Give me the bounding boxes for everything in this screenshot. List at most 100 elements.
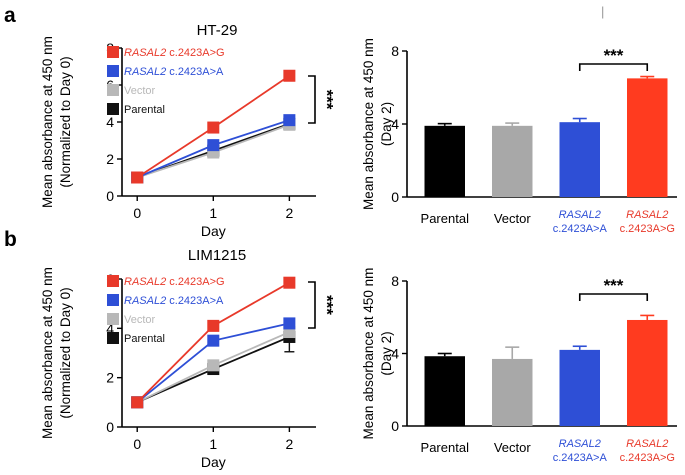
y-tick-label: 8 [391,273,399,289]
y-axis-label: Mean absorbance at 450 nm [361,268,376,440]
legend-variant: c.2423A>G [166,276,224,288]
x-tick-label: 1 [209,205,217,221]
legend-variant: c.2423A>G [166,47,224,59]
legend-entry: Parental [124,104,165,116]
y-tick-label: 2 [106,151,114,167]
bar [492,358,533,426]
x-axis-label: Day [201,223,226,239]
category-label-line2: c.2423A>G [620,452,675,464]
bar [627,78,668,197]
legend-swatch [107,294,119,306]
bar [424,125,465,197]
chart-lim1215-day2-bars: 0 4 8 Mean absorbance at 450 nm (Day 2) Paren… [361,268,677,464]
legend-variant: c.2423A>A [166,295,224,307]
y-axis-label-line2: (Day 2) [379,102,394,146]
data-point [207,319,220,332]
legend-swatch [107,313,119,325]
y-axis-label-line2: (Day 2) [379,331,394,375]
y-axis-label-line2: (Normalized to Day 0) [58,287,73,418]
top-right-mark: | [601,4,604,19]
y-axis-label-line2: (Normalized to Day 0) [58,56,73,187]
data-point [131,396,144,409]
legend-entry: RASAL2 c.2423A>G [124,276,225,288]
y-tick-label: 0 [106,419,114,435]
y-axis-label: Mean absorbance at 450 nm [40,267,55,439]
legend-entry: RASAL2 c.2423A>G [124,47,225,59]
data-point [283,317,296,330]
legend-swatch [107,46,119,58]
x-tick-label: 2 [285,205,293,221]
category-label: Vector [494,211,532,226]
category-label-line2: c.2423A>G [620,223,675,235]
chart-lim1215-growth: LIM12150246012DayMean absorbance at 450 … [40,247,337,470]
legend-gene: RASAL2 [124,276,166,288]
y-axis-label: Mean absorbance at 450 nm [40,36,55,208]
significance-bracket [578,293,649,301]
data-point [207,359,220,372]
y-tick-label: 0 [391,189,399,205]
category-label: RASAL2 [626,209,668,221]
significance-label: *** [604,276,624,295]
x-tick-label: 0 [133,205,141,221]
significance-label: *** [318,90,337,110]
panel-label-b: b [4,228,17,251]
bar [627,319,668,426]
x-tick-label: 0 [133,436,141,452]
data-point [283,276,296,289]
significance-bracket [308,75,316,124]
category-label-line2: c.2423A>A [553,452,608,464]
legend-gene: RASAL2 [124,66,166,78]
y-tick-label: 0 [106,188,114,204]
category-label: Vector [494,440,532,455]
legend-variant: c.2423A>A [166,66,224,78]
legend-swatch [107,332,119,344]
y-tick-label: 4 [106,114,114,130]
data-point [283,114,296,127]
bar [559,122,600,197]
legend-entry: RASAL2 c.2423A>A [124,66,224,78]
significance-bracket [578,63,649,71]
legend-swatch [107,103,119,115]
legend-entry: Vector [124,85,156,97]
x-tick-label: 2 [285,436,293,452]
y-axis-label: Mean absorbance at 450 nm [361,38,376,210]
legend-entry: Parental [124,333,165,345]
significance-label: *** [318,295,337,315]
chart-title: LIM1215 [188,247,246,264]
x-tick-label: 1 [209,436,217,452]
category-label: RASAL2 [559,209,601,221]
y-tick-label: 0 [391,418,399,434]
category-label: RASAL2 [559,438,601,450]
bar [559,349,600,426]
y-tick-label: 2 [106,370,114,386]
category-label: RASAL2 [626,438,668,450]
chart-ht29-day2-bars: 0 4 8 Mean absorbance at 450 nm (Day 2) Paren… [361,38,677,235]
legend-swatch [107,84,119,96]
data-point [207,121,220,134]
legend-swatch [107,275,119,287]
chart-title: HT-29 [197,22,238,39]
y-tick-label: 8 [391,43,399,59]
x-axis-label: Day [201,454,226,470]
y-tick-label: 4 [106,320,114,336]
category-label: Parental [421,440,470,455]
significance-bracket [308,281,316,329]
legend-gene: RASAL2 [124,47,166,59]
y-tick-label: 4 [391,346,399,362]
category-label-line2: c.2423A>A [553,223,608,235]
data-point [131,171,144,184]
y-tick-label: 4 [391,116,399,132]
data-point [283,69,296,82]
significance-label: *** [604,46,624,65]
data-point [207,139,220,152]
legend-entry: RASAL2 c.2423A>A [124,295,224,307]
bar [492,125,533,197]
category-label: Parental [421,211,470,226]
chart-ht29-growth: HT-2902468012DayMean absorbance at 450 n… [40,22,337,239]
legend-entry: Vector [124,314,156,326]
legend-gene: RASAL2 [124,295,166,307]
data-point [207,334,220,347]
panel-label-a: a [4,4,16,27]
legend-swatch [107,65,119,77]
